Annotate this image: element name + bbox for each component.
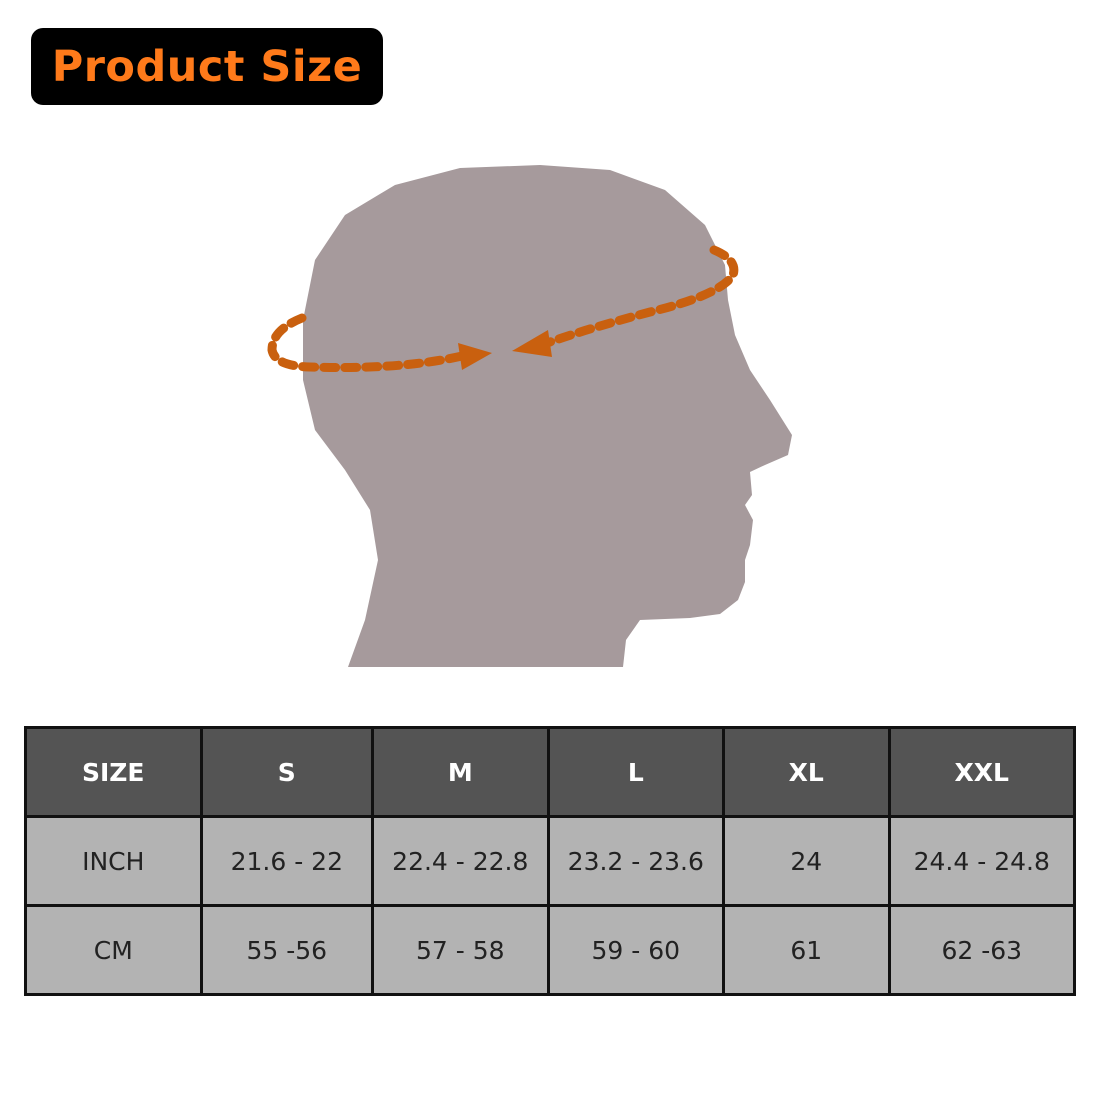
header-cell: XXL <box>887 726 1076 818</box>
measure-line-right <box>545 245 739 347</box>
arrow-right-icon <box>458 343 492 370</box>
row-label: CM <box>24 904 203 996</box>
row-label: INCH <box>24 815 203 907</box>
header-cell: M <box>371 726 550 818</box>
table-cell: 55 -56 <box>199 904 375 996</box>
head-silhouette <box>303 165 792 667</box>
table-cell: 21.6 - 22 <box>199 815 375 907</box>
header-cell: L <box>546 726 726 818</box>
table-cell: 57 - 58 <box>371 904 550 996</box>
measure-line-left <box>267 313 467 373</box>
table-cell: 24 <box>722 815 891 907</box>
table-cell: 23.2 - 23.6 <box>546 815 726 907</box>
title-badge: Product Size <box>31 28 383 105</box>
header-cell: XL <box>722 726 891 818</box>
table-cell: 61 <box>722 904 891 996</box>
header-cell: S <box>199 726 375 818</box>
head-circumference-icon <box>267 165 792 667</box>
table-row: CM 55 -56 57 - 58 59 - 60 61 62 -63 <box>24 904 1076 996</box>
table-header-row: SIZE S M L XL XXL <box>24 726 1076 818</box>
header-cell: SIZE <box>24 726 203 818</box>
size-table: SIZE S M L XL XXL INCH 21.6 - 22 22.4 - … <box>24 726 1076 996</box>
table-cell: 62 -63 <box>887 904 1076 996</box>
table-cell: 59 - 60 <box>546 904 726 996</box>
arrow-left-icon <box>512 330 552 357</box>
table-row: INCH 21.6 - 22 22.4 - 22.8 23.2 - 23.6 2… <box>24 815 1076 907</box>
page-title: Product Size <box>51 41 363 92</box>
table-cell: 22.4 - 22.8 <box>371 815 550 907</box>
table-cell: 24.4 - 24.8 <box>887 815 1076 907</box>
